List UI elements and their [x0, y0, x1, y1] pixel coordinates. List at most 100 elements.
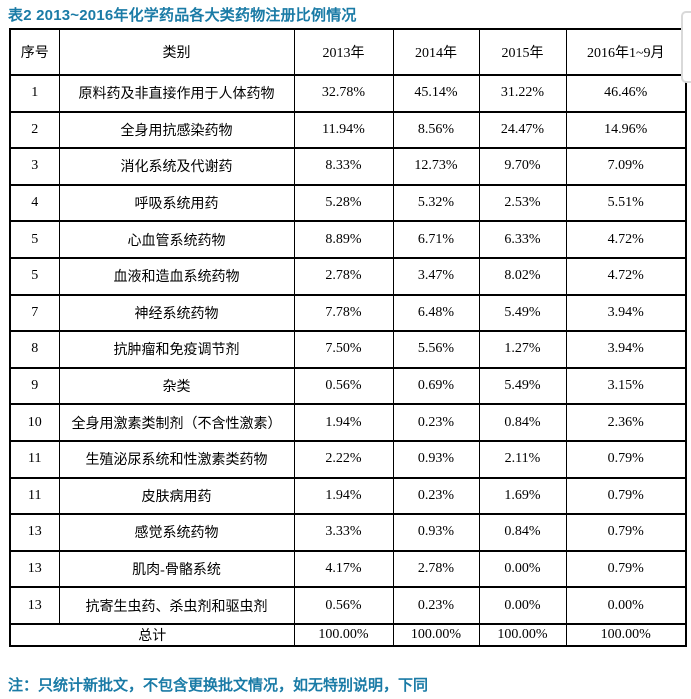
value-cell: 0.79% — [565, 549, 687, 589]
category-cell: 心血管系统药物 — [58, 220, 295, 259]
row-index-cell: 1 — [9, 74, 60, 113]
value-cell: 6.33% — [478, 220, 567, 259]
header-cell-category: 类别 — [58, 28, 295, 76]
category-cell: 全身用抗感染药物 — [58, 110, 295, 150]
value-cell: 9.70% — [478, 147, 567, 186]
row-index-cell: 9 — [9, 366, 60, 406]
value-cell: 0.79% — [565, 513, 687, 552]
value-cell: 0.23% — [392, 586, 480, 625]
total-row: 总计 100.00% 100.00% 100.00% 100.00% — [9, 622, 687, 647]
value-cell: 3.94% — [565, 293, 687, 333]
category-cell: 皮肤病用药 — [58, 476, 295, 516]
value-cell: 5.56% — [392, 330, 480, 369]
header-cell-2016: 2016年1~9月 — [565, 28, 687, 76]
value-cell: 1.94% — [293, 403, 394, 442]
value-cell: 5.51% — [565, 183, 687, 223]
value-cell: 0.23% — [392, 403, 480, 442]
table-row: 9 杂类 0.56% 0.69% 5.49% 3.15% — [9, 366, 687, 406]
value-cell: 8.02% — [478, 256, 567, 296]
value-cell: 0.56% — [293, 366, 394, 406]
row-index-cell: 10 — [9, 403, 60, 442]
value-cell: 11.94% — [293, 110, 394, 150]
table-row: 2 全身用抗感染药物 11.94% 8.56% 24.47% 14.96% — [9, 110, 687, 150]
value-cell: 0.84% — [478, 403, 567, 442]
value-cell: 0.00% — [565, 586, 687, 625]
value-cell: 0.00% — [478, 549, 567, 589]
value-cell: 0.00% — [478, 586, 567, 625]
value-cell: 6.48% — [392, 293, 480, 333]
total-value-cell: 100.00% — [478, 622, 567, 647]
value-cell: 2.22% — [293, 439, 394, 479]
category-cell: 肌肉-骨骼系统 — [58, 549, 295, 589]
table-row: 8 抗肿瘤和免疫调节剂 7.50% 5.56% 1.27% 3.94% — [9, 330, 687, 369]
value-cell: 4.72% — [565, 256, 687, 296]
table-row: 13 抗寄生虫药、杀虫剂和驱虫剂 0.56% 0.23% 0.00% 0.00% — [9, 586, 687, 625]
row-index-cell: 2 — [9, 110, 60, 150]
value-cell: 3.33% — [293, 513, 394, 552]
value-cell: 1.27% — [478, 330, 567, 369]
value-cell: 4.17% — [293, 549, 394, 589]
row-index-cell: 3 — [9, 147, 60, 186]
row-index-cell: 5 — [9, 220, 60, 259]
table-row: 10 全身用激素类制剂（不含性激素） 1.94% 0.23% 0.84% 2.36% — [9, 403, 687, 442]
header-cell-2014: 2014年 — [392, 28, 480, 76]
row-index-cell: 13 — [9, 586, 60, 625]
total-value-cell: 100.00% — [565, 622, 687, 647]
value-cell: 8.33% — [293, 147, 394, 186]
category-cell: 血液和造血系统药物 — [58, 256, 295, 296]
header-cell-2013: 2013年 — [293, 28, 394, 76]
value-cell: 5.28% — [293, 183, 394, 223]
drug-registration-table: 序号 类别 2013年 2014年 2015年 2016年1~9月 1 原料药及非… — [9, 28, 687, 647]
value-cell: 0.93% — [392, 439, 480, 479]
value-cell: 45.14% — [392, 74, 480, 113]
value-cell: 7.78% — [293, 293, 394, 333]
total-value-cell: 100.00% — [392, 622, 480, 647]
row-index-cell: 11 — [9, 439, 60, 479]
value-cell: 0.56% — [293, 586, 394, 625]
row-index-cell: 11 — [9, 476, 60, 516]
total-label-cell: 总计 — [9, 622, 295, 647]
value-cell: 5.49% — [478, 366, 567, 406]
category-cell: 全身用激素类制剂（不含性激素） — [58, 403, 295, 442]
header-row: 序号 类别 2013年 2014年 2015年 2016年1~9月 — [9, 28, 687, 76]
right-edge-cutoff-panel — [681, 11, 691, 83]
value-cell: 0.23% — [392, 476, 480, 516]
table-row: 5 血液和造血系统药物 2.78% 3.47% 8.02% 4.72% — [9, 256, 687, 296]
value-cell: 0.93% — [392, 513, 480, 552]
table-row: 13 感觉系统药物 3.33% 0.93% 0.84% 0.79% — [9, 513, 687, 552]
total-value-cell: 100.00% — [293, 622, 394, 647]
value-cell: 2.78% — [392, 549, 480, 589]
value-cell: 7.09% — [565, 147, 687, 186]
row-index-cell: 4 — [9, 183, 60, 223]
value-cell: 7.50% — [293, 330, 394, 369]
row-index-cell: 13 — [9, 549, 60, 589]
category-cell: 抗肿瘤和免疫调节剂 — [58, 330, 295, 369]
value-cell: 8.56% — [392, 110, 480, 150]
table-row: 4 呼吸系统用药 5.28% 5.32% 2.53% 5.51% — [9, 183, 687, 223]
category-cell: 生殖泌尿系统和性激素类药物 — [58, 439, 295, 479]
value-cell: 14.96% — [565, 110, 687, 150]
value-cell: 2.53% — [478, 183, 567, 223]
header-cell-2015: 2015年 — [478, 28, 567, 76]
category-cell: 原料药及非直接作用于人体药物 — [58, 74, 295, 113]
value-cell: 0.79% — [565, 476, 687, 516]
category-cell: 抗寄生虫药、杀虫剂和驱虫剂 — [58, 586, 295, 625]
value-cell: 5.32% — [392, 183, 480, 223]
value-cell: 24.47% — [478, 110, 567, 150]
category-cell: 消化系统及代谢药 — [58, 147, 295, 186]
table-row: 5 心血管系统药物 8.89% 6.71% 6.33% 4.72% — [9, 220, 687, 259]
table-body: 1 原料药及非直接作用于人体药物 32.78% 45.14% 31.22% 46.46% 2… — [9, 74, 687, 625]
row-index-cell: 5 — [9, 256, 60, 296]
value-cell: 3.47% — [392, 256, 480, 296]
value-cell: 1.94% — [293, 476, 394, 516]
value-cell: 0.69% — [392, 366, 480, 406]
value-cell: 0.84% — [478, 513, 567, 552]
value-cell: 0.79% — [565, 439, 687, 479]
value-cell: 8.89% — [293, 220, 394, 259]
value-cell: 3.94% — [565, 330, 687, 369]
table-row: 1 原料药及非直接作用于人体药物 32.78% 45.14% 31.22% 46.46% — [9, 74, 687, 113]
footnote: 注：只统计新批文，不包含更换批文情况，如无特别说明，下同 — [8, 677, 429, 694]
value-cell: 2.78% — [293, 256, 394, 296]
category-cell: 杂类 — [58, 366, 295, 406]
table-row: 7 神经系统药物 7.78% 6.48% 5.49% 3.94% — [9, 293, 687, 333]
